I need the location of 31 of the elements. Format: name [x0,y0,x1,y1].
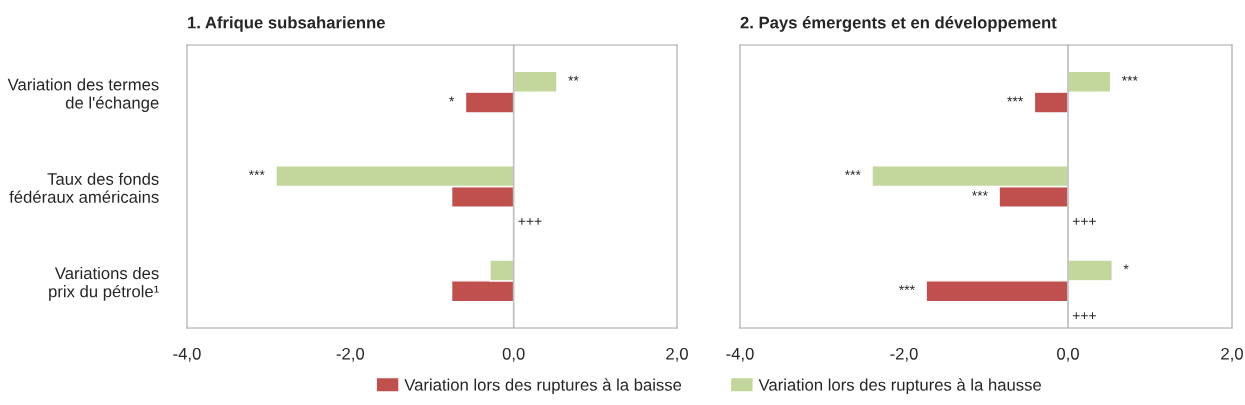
data-label: *** [1007,96,1024,102]
x-tick-label: 2,0 [1221,347,1243,362]
bar [1067,259,1113,282]
legend-label: Variation lors des ruptures à la hausse [758,378,1041,395]
x-tick-label: 0,0 [502,347,525,362]
data-label: * [449,96,455,102]
chart-title: 1. Afrique subsaharienne [188,16,385,32]
x-tick-label: -2,0 [890,347,918,362]
data-label: *** [844,170,861,176]
annotation: +++ [1072,312,1096,320]
y-tick-label: Variation des termes de l'échange [7,78,159,112]
data-label: ** [568,75,579,81]
annotation: +++ [518,217,542,225]
bar [1033,91,1069,114]
y-tick-label: Variations des prix du pétrole¹ [49,266,159,301]
data-label: *** [1121,75,1138,81]
x-tick-label: 0,0 [1057,347,1079,362]
x-tick-label: 2,0 [666,347,688,362]
data-label: * [1123,264,1129,270]
x-tick-label: -4,0 [173,347,201,362]
chart-title: 2. Pays émergents et en développement [740,16,1057,32]
bar [1067,70,1112,93]
y-tick-label: Taux des fonds fédéraux américains [9,172,159,203]
data-label: *** [248,170,265,176]
legend-label: Variation lors des ruptures à la baisse [404,378,682,395]
data-label: *** [899,285,915,291]
data-label: *** [972,190,988,196]
x-tick-label: -4,0 [726,347,754,362]
bar [925,280,1069,303]
x-tick-label: -2,0 [336,347,365,362]
annotation: +++ [1072,217,1096,225]
